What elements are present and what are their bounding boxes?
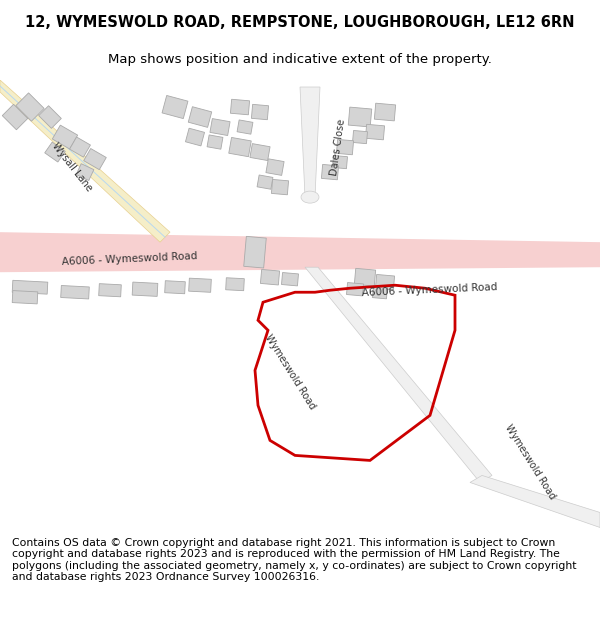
Polygon shape — [99, 284, 121, 297]
Polygon shape — [38, 106, 61, 128]
Polygon shape — [210, 119, 230, 136]
Polygon shape — [305, 268, 492, 482]
Text: Wymeswold Road: Wymeswold Road — [263, 333, 317, 411]
Polygon shape — [271, 179, 289, 195]
Text: Contains OS data © Crown copyright and database right 2021. This information is : Contains OS data © Crown copyright and d… — [12, 538, 577, 582]
Polygon shape — [84, 149, 106, 169]
Polygon shape — [373, 286, 388, 299]
Polygon shape — [45, 142, 65, 162]
Polygon shape — [61, 286, 89, 299]
Polygon shape — [322, 164, 338, 180]
Polygon shape — [230, 99, 250, 115]
Polygon shape — [374, 103, 395, 121]
Polygon shape — [244, 236, 266, 268]
Polygon shape — [207, 135, 223, 149]
Polygon shape — [229, 138, 251, 157]
Polygon shape — [250, 144, 270, 161]
Text: A6006 - Wymeswold Road: A6006 - Wymeswold Road — [362, 282, 498, 298]
Polygon shape — [52, 125, 77, 149]
Polygon shape — [70, 137, 91, 157]
Polygon shape — [226, 278, 244, 291]
Text: Wysall Lane: Wysall Lane — [50, 141, 94, 193]
Polygon shape — [260, 269, 280, 285]
Polygon shape — [76, 164, 94, 181]
Polygon shape — [2, 104, 28, 130]
Polygon shape — [300, 87, 320, 197]
Polygon shape — [162, 96, 188, 119]
Polygon shape — [188, 107, 212, 128]
Polygon shape — [0, 232, 600, 272]
Text: Wymeswold Road: Wymeswold Road — [503, 423, 557, 502]
Polygon shape — [164, 281, 185, 294]
Polygon shape — [332, 156, 347, 169]
Polygon shape — [376, 274, 395, 290]
Polygon shape — [470, 476, 600, 528]
Polygon shape — [365, 124, 385, 140]
Polygon shape — [0, 80, 170, 242]
Text: Dales Close: Dales Close — [329, 118, 347, 176]
Polygon shape — [16, 93, 44, 121]
Polygon shape — [185, 128, 205, 146]
Polygon shape — [281, 272, 298, 286]
Text: 12, WYMESWOLD ROAD, REMPSTONE, LOUGHBOROUGH, LE12 6RN: 12, WYMESWOLD ROAD, REMPSTONE, LOUGHBORO… — [25, 15, 575, 30]
Polygon shape — [132, 282, 158, 296]
Ellipse shape — [301, 191, 319, 203]
Polygon shape — [12, 291, 38, 304]
Polygon shape — [266, 159, 284, 176]
Polygon shape — [353, 131, 367, 144]
Text: A6006 - Wymeswold Road: A6006 - Wymeswold Road — [62, 251, 198, 267]
Polygon shape — [12, 280, 48, 294]
Polygon shape — [188, 278, 211, 292]
Polygon shape — [337, 139, 353, 155]
Polygon shape — [237, 120, 253, 134]
Polygon shape — [355, 268, 376, 286]
Polygon shape — [348, 107, 372, 127]
Text: Map shows position and indicative extent of the property.: Map shows position and indicative extent… — [108, 54, 492, 66]
Polygon shape — [347, 282, 364, 296]
Polygon shape — [251, 104, 269, 120]
Polygon shape — [257, 175, 273, 189]
